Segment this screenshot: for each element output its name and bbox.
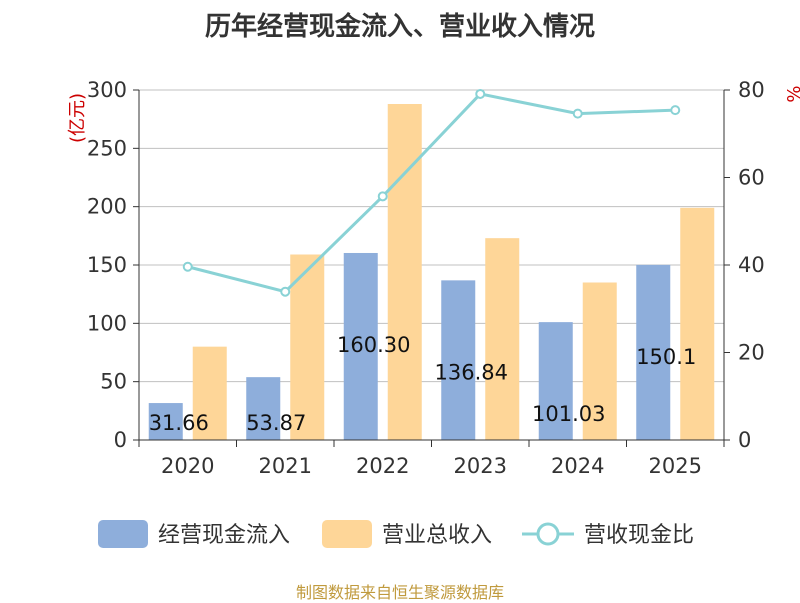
legend: 经营现金流入 营业总收入 营收现金比	[98, 520, 694, 548]
bar-cash-inflow-2020	[148, 403, 183, 440]
bar-data-label-2022: 160.30	[337, 333, 410, 357]
x-tick-label: 2021	[259, 454, 312, 478]
ratio-point-2022	[377, 191, 388, 202]
bar-revenue-2020	[192, 346, 227, 440]
y-left-tick-label: 0	[114, 428, 127, 452]
y-right-tick-label: 80	[738, 78, 765, 102]
ratio-line-series	[182, 88, 681, 297]
bar-data-label-2023: 136.84	[435, 360, 508, 384]
y-right-unit-label: %	[784, 85, 800, 102]
y-left-unit-label: (亿元)	[67, 93, 88, 143]
bar-cash-inflow-2023	[441, 280, 476, 440]
y-left-tick-label: 100	[87, 311, 127, 335]
legend-label-ratio: 营收现金比	[584, 523, 694, 548]
legend-label-revenue: 营业总收入	[382, 523, 492, 548]
ratio-point-2020	[182, 261, 193, 272]
y-left-tick-label: 50	[100, 370, 127, 394]
bar-cash-inflow-2022	[343, 252, 378, 440]
bar-revenue-2023	[485, 238, 520, 440]
bar-data-label-2020: 31.66	[149, 411, 209, 435]
y-left-tick-label: 300	[87, 78, 127, 102]
y-left-tick-label: 250	[87, 136, 127, 160]
bar-series	[148, 104, 715, 440]
ratio-point-2021	[280, 286, 291, 297]
bar-revenue-2022	[387, 104, 422, 440]
bar-data-label-2021: 53.87	[246, 411, 306, 435]
ratio-point-2025	[670, 105, 681, 116]
grid-lines	[139, 89, 724, 383]
bar-data-label-2025: 150.1	[636, 345, 696, 369]
bar-cash-inflow-2025	[636, 264, 671, 440]
bar-data-labels: 31.66 53.87 160.30 136.84 101.03 150.1	[149, 333, 697, 435]
y-right-tick-label: 0	[738, 428, 751, 452]
bar-revenue-2024	[582, 282, 617, 440]
bar-cash-inflow-2021	[246, 377, 281, 440]
ratio-line	[187, 92, 676, 294]
chart-title: 历年经营现金流入、营业收入情况	[204, 12, 595, 42]
legend-swatch-revenue	[322, 520, 372, 548]
bar-revenue-2025	[680, 207, 715, 440]
x-tick-label: 2025	[649, 454, 702, 478]
ratio-point-2024	[572, 108, 583, 119]
legend-swatch-ratio-marker	[536, 522, 560, 546]
y-left-tick-label: 200	[87, 195, 127, 219]
bar-cash-inflow-2024	[538, 322, 573, 440]
bar-data-label-2024: 101.03	[532, 402, 605, 426]
y-right-tick-label: 60	[738, 166, 765, 190]
source-note: 制图数据来自恒生聚源数据库	[295, 583, 504, 602]
x-tick-label: 2023	[454, 454, 507, 478]
x-tick-label: 2024	[551, 454, 604, 478]
x-tick-label: 2020	[161, 454, 214, 478]
y-right-tick-label: 40	[738, 253, 765, 277]
y-left-tick-label: 150	[87, 253, 127, 277]
ratio-point-2023	[475, 88, 486, 99]
bar-revenue-2021	[290, 254, 325, 440]
legend-label-cash-inflow: 经营现金流入	[158, 523, 290, 548]
legend-swatch-cash-inflow	[98, 520, 148, 548]
x-tick-label: 2022	[356, 454, 409, 478]
y-right-tick-label: 20	[738, 341, 765, 365]
axes: 0 50 100 150 200 250 300 0 20 40 60 80 (亿元)% 2020 2021…	[67, 78, 800, 478]
